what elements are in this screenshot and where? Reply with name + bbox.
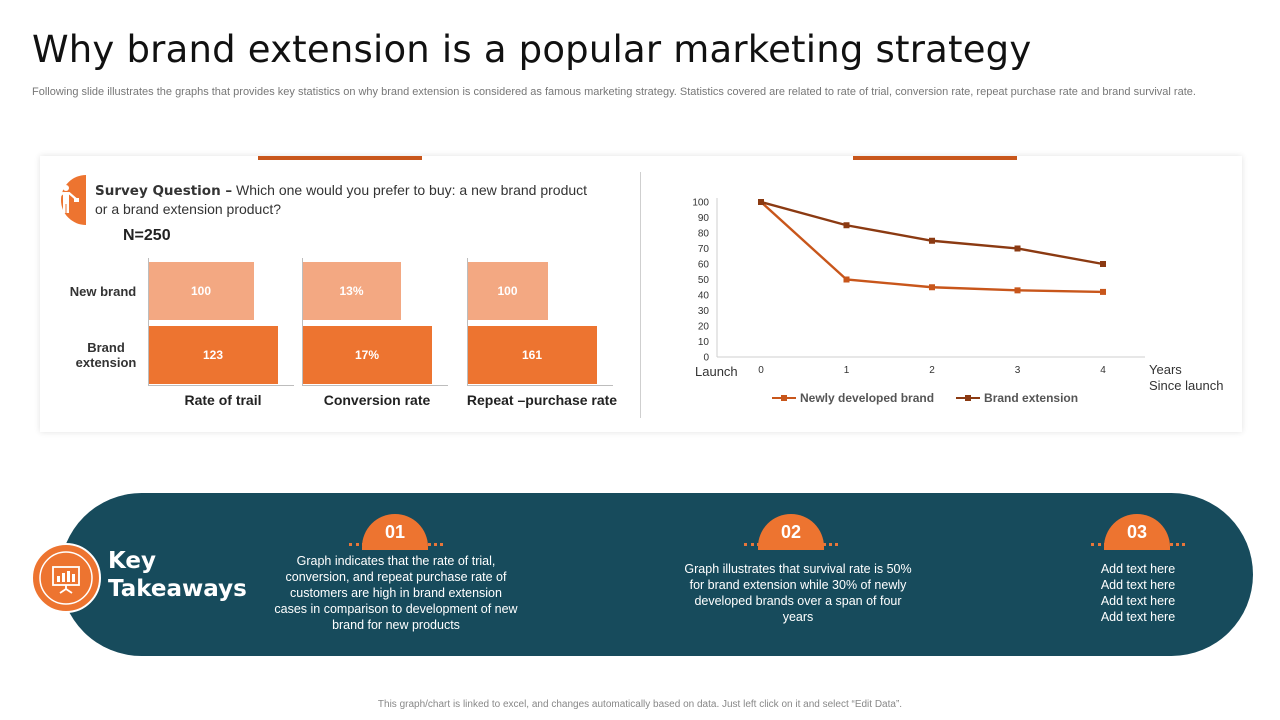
legend-item-new: Newly developed brand xyxy=(772,391,934,405)
x-label-launch: Launch xyxy=(695,364,738,379)
bar-axis-y-2 xyxy=(302,258,303,385)
bar-brand-extension-1: 123 xyxy=(148,326,278,384)
legend-swatch-new xyxy=(772,394,796,402)
bar-new-brand-1: 100 xyxy=(148,262,254,320)
legend-label-new: Newly developed brand xyxy=(800,391,935,405)
row-label-new-brand: New brand xyxy=(69,284,137,299)
bar-axis-y-1 xyxy=(148,258,149,385)
bar-axis-x-3 xyxy=(467,385,613,386)
bar-new-brand-3: 100 xyxy=(467,262,548,320)
bar-group-label-2: Conversion rate xyxy=(323,392,431,408)
bar-axis-x-1 xyxy=(148,385,294,386)
survey-question-text: Which one would you prefer to buy: a new… xyxy=(95,182,588,217)
bar-axis-x-2 xyxy=(302,385,448,386)
row-label-brand-extension: Brand extension xyxy=(75,340,137,370)
survey-question-label: Survey Question – xyxy=(95,183,233,199)
sample-size: N=250 xyxy=(123,227,171,244)
takeaway-3-text: Add text here Add text here Add text her… xyxy=(1100,562,1176,624)
footer-note: This graph/chart is linked to excel, and… xyxy=(377,699,903,710)
right-accent-bar xyxy=(853,156,1017,160)
takeaway-1-text: Graph indicates that the rate of trial, … xyxy=(274,554,518,632)
left-accent-bar xyxy=(258,156,422,160)
bar-axis-y-3 xyxy=(467,258,468,385)
survey-question: Survey Question – Which one would you pr… xyxy=(95,181,595,218)
legend-label-ext: Brand extension xyxy=(984,391,1079,405)
panel-divider xyxy=(640,172,641,418)
bar-brand-extension-2: 17% xyxy=(302,326,432,384)
x-label-years: Years Since launch xyxy=(1149,362,1224,393)
page-title: Why brand extension is a popular marketi… xyxy=(32,28,1032,71)
bar-new-brand-2: 13% xyxy=(302,262,401,320)
legend-item-ext: Brand extension xyxy=(956,391,1078,405)
bar-group-label-1: Rate of trail xyxy=(184,392,262,408)
bar-brand-extension-3: 161 xyxy=(467,326,597,384)
survey-person-icon xyxy=(53,175,86,225)
presentation-board-icon xyxy=(31,543,101,613)
key-takeaways-band xyxy=(60,493,1253,656)
bar-group-label-3: Repeat –purchase rate xyxy=(466,392,618,408)
line-legend: Newly developed brand Brand extension xyxy=(772,391,1078,405)
key-takeaways-title: Key Takeaways xyxy=(108,548,247,602)
takeaway-2-text: Graph illustrates that survival rate is … xyxy=(684,562,912,624)
page-subtitle: Following slide illustrates the graphs t… xyxy=(32,86,1196,98)
legend-swatch-ext xyxy=(956,394,981,402)
